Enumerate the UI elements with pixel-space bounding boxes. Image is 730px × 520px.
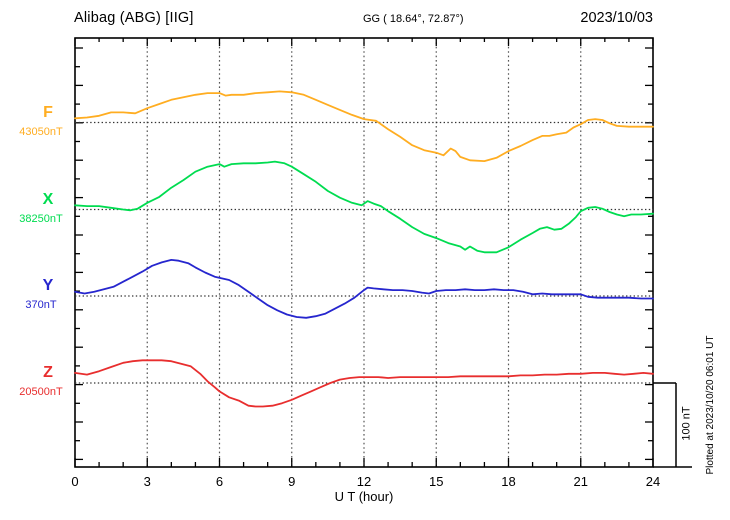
scalebar-label: 100 nT (680, 406, 693, 441)
series-curve-Y (74, 258, 654, 319)
series-curve-F (74, 90, 654, 163)
x-tick-label-24: 24 (645, 474, 661, 489)
station-title: Alibag (ABG) [IIG] (74, 10, 194, 26)
series-baseline-value-X: 38250nT (19, 212, 63, 225)
series-curve-Z (74, 359, 654, 408)
x-tick-label-21: 21 (573, 474, 588, 489)
series-label-Z: Z (43, 364, 53, 381)
x-tick-label-3: 3 (143, 474, 151, 489)
series-label-Y: Y (42, 277, 54, 294)
plot-timestamp-note: Plotted at 2023/10/20 06:01 UT (705, 335, 716, 475)
plot-date: 2023/10/03 (580, 10, 653, 26)
x-tick-label-6: 6 (215, 474, 224, 489)
series-label-X: X (42, 190, 54, 208)
series-baseline-value-Z: 20500nT (19, 386, 63, 398)
x-tick-label-9: 9 (288, 474, 296, 489)
series-baseline-value-Y: 370nT (25, 299, 57, 311)
x-tick-label-15: 15 (429, 474, 444, 489)
series-curve-X (74, 160, 654, 254)
series-label-F: F (43, 103, 53, 121)
xaxis-label: U T (hour) (334, 489, 394, 504)
x-tick-label-0: 0 (71, 474, 79, 489)
geographic-coords: GG ( 18.64°, 72.87°) (363, 13, 464, 25)
x-tick-label-12: 12 (356, 474, 372, 489)
series-baseline-value-F: 43050nT (19, 125, 63, 138)
x-tick-label-18: 18 (501, 474, 516, 489)
